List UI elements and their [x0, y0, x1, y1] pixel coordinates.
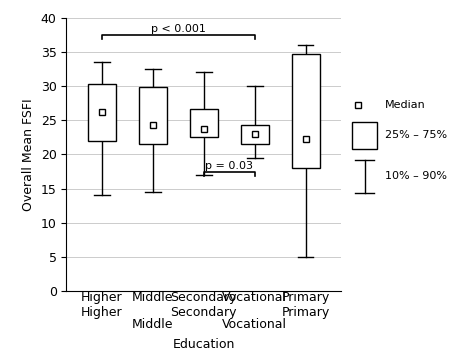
Text: 25% – 75%: 25% – 75%: [385, 130, 447, 140]
Text: Median: Median: [385, 100, 426, 110]
Text: Middle: Middle: [132, 291, 173, 304]
FancyBboxPatch shape: [88, 84, 116, 141]
Y-axis label: Overall Mean FSFI: Overall Mean FSFI: [22, 98, 35, 211]
Text: p < 0.001: p < 0.001: [151, 24, 206, 34]
Text: p = 0.03: p = 0.03: [205, 161, 253, 171]
Text: Primary: Primary: [282, 291, 330, 304]
FancyBboxPatch shape: [190, 109, 218, 137]
Text: Middle: Middle: [132, 318, 173, 332]
Text: Higher: Higher: [81, 291, 123, 304]
FancyBboxPatch shape: [241, 125, 269, 144]
Text: Vocational: Vocational: [222, 318, 287, 332]
Text: 10% – 90%: 10% – 90%: [385, 171, 447, 181]
Text: Higher: Higher: [81, 306, 123, 319]
FancyBboxPatch shape: [139, 87, 167, 144]
Text: Secondary: Secondary: [171, 306, 237, 319]
FancyBboxPatch shape: [292, 54, 319, 168]
Text: Education: Education: [173, 338, 235, 351]
FancyBboxPatch shape: [352, 122, 377, 149]
Text: Secondary: Secondary: [171, 291, 237, 304]
Text: Primary: Primary: [282, 306, 330, 319]
Text: Vocational: Vocational: [222, 291, 287, 304]
